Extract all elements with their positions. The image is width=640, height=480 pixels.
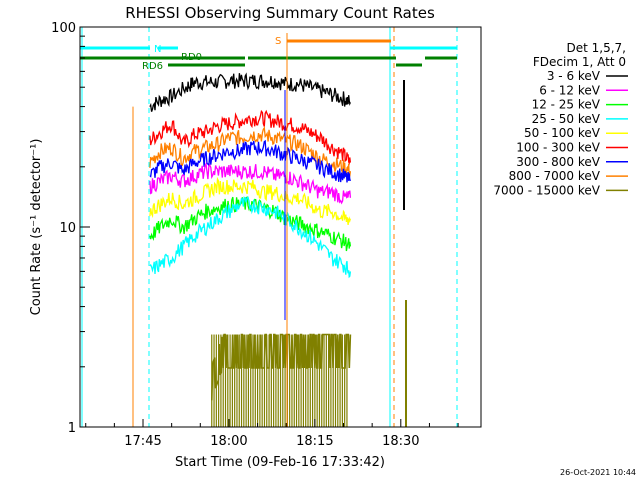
legend-header-2: FDecim 1, Att 0: [533, 55, 626, 69]
series-line-5: [149, 176, 352, 225]
x-tick-label-2: 18:15: [296, 434, 333, 449]
x-axis-label: Start Time (09-Feb-16 17:33:42): [175, 455, 385, 470]
y-tick-label-1: 10: [59, 221, 76, 236]
legend-label-6: 300 - 800 keV: [516, 155, 600, 169]
legend-label-2: 12 - 25 keV: [532, 98, 601, 112]
legend-label-4: 50 - 100 keV: [524, 126, 601, 140]
y-tick-label-0: 1: [68, 421, 76, 436]
flag-label-1: RD0: [181, 52, 202, 63]
series-line-0: [149, 72, 351, 112]
flag-label-0: N: [154, 44, 161, 55]
timestamp: 26-Oct-2021 10:44: [560, 468, 636, 477]
series-line-6: [149, 196, 352, 252]
legend-label-8: 7000 - 15000 keV: [493, 183, 600, 197]
x-tick-label-1: 18:00: [210, 434, 247, 449]
legend-header-1: Det 1,5,7,: [567, 41, 627, 55]
y-axis: 1 10 100: [51, 21, 90, 436]
y-tick-label-2: 100: [51, 21, 76, 36]
legend-label-0: 3 - 6 keV: [547, 69, 601, 83]
legend-label-5: 100 - 300 keV: [516, 141, 600, 155]
x-tick-label-3: 18:30: [382, 434, 419, 449]
series-line-3: [149, 139, 352, 183]
legend-label-1: 6 - 12 keV: [539, 83, 601, 97]
flag-label-2: RD6: [142, 61, 163, 72]
x-axis: 17:45 18:00 18:15 18:30: [85, 419, 459, 449]
x-tick-label-0: 17:45: [124, 434, 161, 449]
legend-label-7: 800 - 7000 keV: [509, 169, 601, 183]
chart-title: RHESSI Observing Summary Count Rates: [125, 4, 435, 22]
series-line-1: [149, 109, 352, 166]
flags-layer: N RD0 RD6 S: [80, 27, 458, 427]
series-line-4: [149, 161, 352, 205]
legend-label-3: 25 - 50 keV: [532, 112, 601, 126]
flag-label-3: S: [275, 36, 281, 47]
y-axis-label: Count Rate (s⁻¹ detector⁻¹): [29, 139, 44, 316]
series-line-7: [149, 196, 352, 279]
series-layer: [149, 72, 407, 427]
